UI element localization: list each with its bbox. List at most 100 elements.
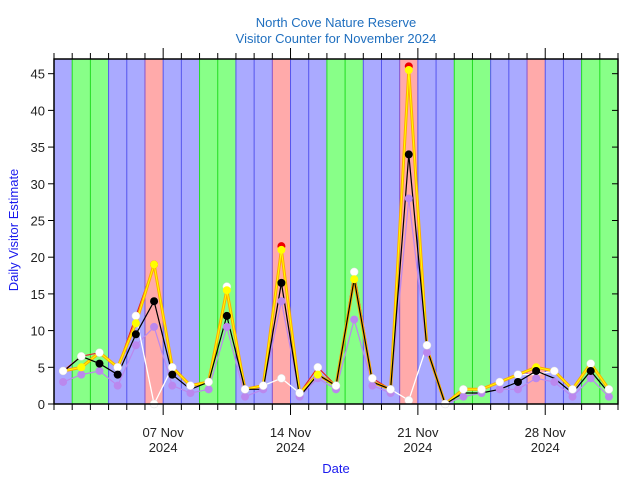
x-axis-top [53,48,619,59]
data-point-black [586,366,595,375]
day-band-weekend [72,59,91,404]
data-point-purple [277,297,286,306]
data-point-black [532,366,541,375]
data-point-black [222,311,231,320]
y-tick-label: 15 [31,287,45,302]
day-band-weekend [581,59,601,404]
day-band-weekday [363,59,382,404]
plot-frame [53,58,619,405]
data-point-white [513,370,523,379]
day-band-weekend [199,59,219,404]
data-point-purple [59,377,68,386]
x-tick-label: 28 Nov [525,425,567,440]
data-point-yellow [277,245,286,254]
data-point-black [277,278,286,287]
data-point-white [604,385,614,394]
y-tick-label: 30 [31,177,45,192]
data-point-white [240,385,250,394]
data-point-white [113,363,122,372]
day-band-weekday [290,59,310,404]
data-point-purple [350,315,359,324]
y-axis: 0 5 10 15 20 25 30 35 40 45 [31,67,54,412]
data-point-black [131,330,140,339]
data-point-purple [186,388,195,397]
data-point-white [422,341,432,350]
data-point-white [477,385,486,394]
y-tick-label: 20 [31,250,45,265]
day-band-weekday [181,59,200,404]
data-point-purple [204,385,213,394]
data-point-black [95,359,104,368]
day-band-weekend [454,59,473,404]
data-point-yellow [350,275,359,284]
data-point-white [313,363,323,372]
data-point-purple [222,322,231,331]
data-point-purple [77,370,86,379]
data-point-yellow [150,260,159,269]
data-point-white [386,385,395,394]
day-band-weekday [508,59,528,404]
data-point-purple [604,392,613,401]
x-tick-label: 21 Nov [397,425,439,440]
day-band-weekday [308,59,328,404]
day-band-weekday [563,59,582,404]
x-tick-label-year: 2024 [149,440,178,455]
data-point-white [349,267,359,277]
data-point-purple [241,392,250,401]
data-point-purple [568,392,577,401]
data-point-white [495,377,504,387]
data-point-black [150,297,159,306]
data-point-purple [495,385,504,394]
data-point-purple [368,381,377,390]
data-point-black [113,370,122,379]
data-point-white [586,359,595,368]
x-tick-label-year: 2024 [531,440,560,455]
data-point-white [277,374,286,383]
day-band-weekday [436,59,455,404]
y-tick-label: 0 [38,397,45,412]
day-band-weekend [326,59,346,404]
data-point-white [186,381,195,390]
data-point-purple [532,374,541,383]
day-band-weekday [545,59,564,404]
data-point-black [404,150,413,159]
data-point-white [331,381,341,390]
data-point-purple [404,194,413,203]
data-point-white [95,348,104,357]
data-point-white [568,385,577,394]
x-tick-label-year: 2024 [403,440,432,455]
day-band-weekday [381,59,400,404]
x-axis-label: Date [322,461,349,476]
day-band-weekend [345,59,364,404]
data-point-yellow [131,319,140,328]
data-point-yellow [404,66,413,75]
y-tick-label: 45 [31,67,45,82]
data-point-white [368,374,377,383]
chart-subtitle: Visitor Counter for November 2024 [236,31,437,46]
data-point-yellow [77,363,86,372]
day-band-weekend [599,59,619,404]
data-point-white [550,366,559,376]
day-band-weekday [163,59,182,404]
data-point-white [168,363,177,372]
data-point-purple [586,374,595,383]
data-point-white [258,381,268,390]
data-point-yellow [313,370,322,379]
data-point-black [513,377,522,386]
day-band-weekday [490,59,510,404]
chart-title: North Cove Nature Reserve [256,15,416,30]
x-tick-label-year: 2024 [276,440,305,455]
series-markers [58,62,614,409]
data-point-white [204,377,213,387]
y-tick-label: 40 [31,103,45,118]
day-bands [54,59,619,404]
day-band-weekend [472,59,491,404]
day-band-wednesday [272,59,291,404]
x-tick-label: 07 Nov [143,425,185,440]
day-band-weekday [108,59,128,404]
data-point-purple [513,385,522,394]
y-tick-label: 25 [31,213,45,228]
day-band-weekday [54,59,73,404]
